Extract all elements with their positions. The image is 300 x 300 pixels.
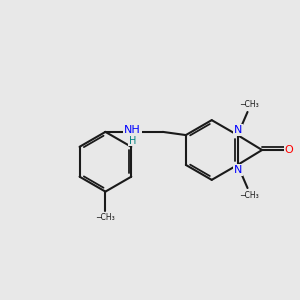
Text: ─CH₃: ─CH₃	[240, 100, 259, 109]
Text: NH: NH	[124, 125, 141, 135]
Text: N: N	[234, 165, 243, 175]
Text: H: H	[129, 136, 136, 146]
Text: O: O	[285, 145, 293, 155]
Text: ─CH₃: ─CH₃	[240, 191, 259, 200]
Text: ─CH₃: ─CH₃	[96, 213, 115, 222]
Text: N: N	[234, 125, 243, 135]
